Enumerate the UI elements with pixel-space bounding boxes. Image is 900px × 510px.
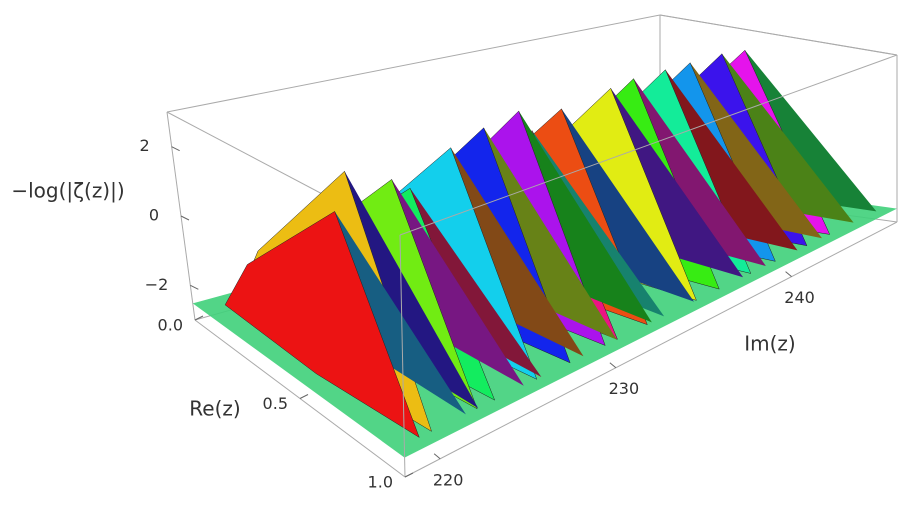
x-tick	[194, 315, 204, 321]
box-edge	[659, 14, 898, 56]
box-edge	[399, 54, 898, 236]
z-tick	[190, 284, 199, 290]
z-tick	[180, 215, 190, 221]
z-tick	[171, 146, 180, 152]
x-tick-label: 0.0	[158, 316, 183, 335]
box-edge	[404, 221, 898, 478]
y-axis-label: Im(z)	[744, 332, 795, 356]
y-tick	[433, 453, 441, 460]
y-tick-label: 240	[784, 288, 815, 307]
box-edge	[399, 234, 406, 478]
y-tick-label: 230	[609, 379, 640, 398]
z-tick-label: 0	[149, 206, 159, 225]
y-tick-label: 220	[433, 470, 464, 489]
x-tick	[404, 472, 414, 478]
z-tick-label: −2	[145, 275, 169, 294]
box-edge	[166, 14, 661, 113]
y-tick	[609, 362, 617, 369]
z-axis-label: −log(|ζ(z)|)	[11, 179, 124, 203]
x-tick-label: 1.0	[368, 473, 393, 492]
peak	[224, 211, 420, 439]
x-axis-label: Re(z)	[189, 397, 240, 421]
x-tick	[299, 394, 309, 399]
y-tick	[785, 271, 792, 278]
z-tick-label: 2	[139, 136, 149, 155]
x-tick-label: 0.5	[263, 394, 288, 413]
